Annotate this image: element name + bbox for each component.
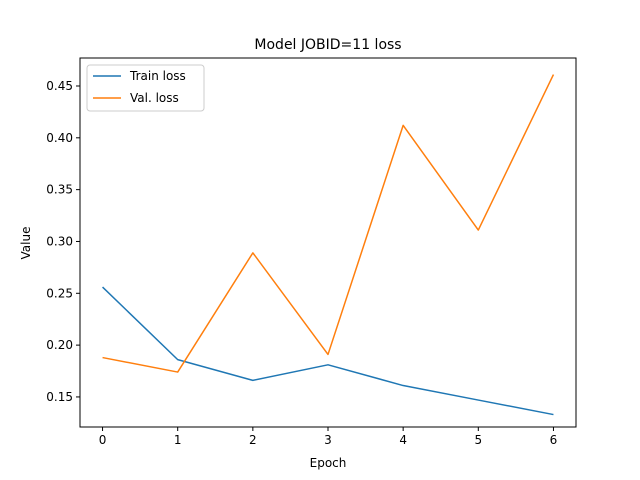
y-tick-label: 0.40	[46, 131, 73, 145]
y-tick-label: 0.35	[46, 183, 73, 197]
legend-label-train-loss: Train loss	[129, 69, 186, 83]
y-tick-label: 0.20	[46, 338, 73, 352]
x-axis-ticks: 0 1 2 3 4 5 6	[99, 427, 558, 447]
x-tick-label: 3	[324, 433, 332, 447]
chart-title: Model JOBID=11 loss	[254, 37, 401, 53]
series-line-val-loss	[102, 74, 555, 373]
x-tick-label: 5	[474, 433, 482, 447]
series-line-train-loss	[102, 286, 554, 416]
x-tick-label: 2	[249, 433, 257, 447]
x-tick-label: 4	[399, 433, 407, 447]
legend: Train loss Val. loss	[86, 64, 205, 112]
x-tick-label: 1	[174, 433, 182, 447]
y-axis-ticks: 0.15 0.20 0.25 0.30 0.35 0.40 0.45	[46, 79, 80, 404]
y-tick-label: 0.15	[46, 390, 73, 404]
legend-label-val-loss: Val. loss	[130, 91, 179, 105]
series-layer	[102, 74, 555, 416]
y-tick-label: 0.45	[46, 79, 73, 93]
x-axis-label: Epoch	[310, 456, 347, 470]
y-tick-label: 0.30	[46, 234, 73, 248]
x-tick-label: 6	[550, 433, 558, 447]
plot-area-frame	[79, 57, 577, 428]
y-tick-label: 0.25	[46, 286, 73, 300]
y-axis-label: Value	[19, 227, 33, 260]
x-tick-label: 0	[99, 433, 107, 447]
